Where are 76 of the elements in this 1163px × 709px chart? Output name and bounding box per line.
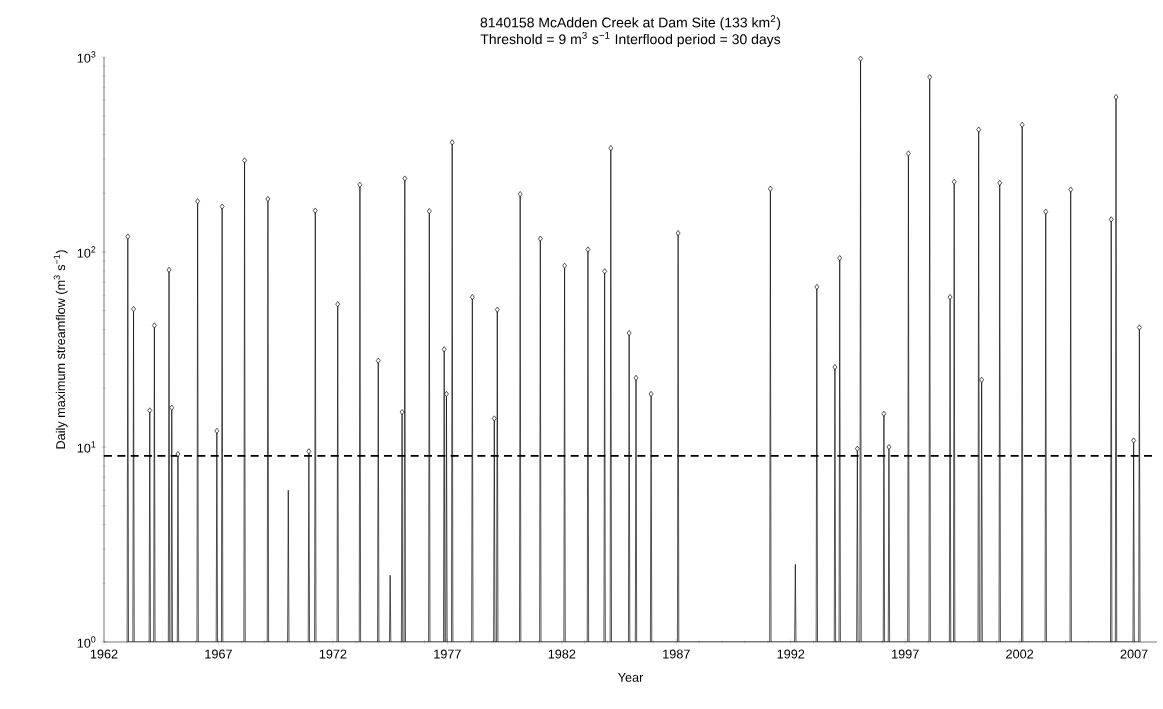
- point: [976, 126, 982, 133]
- point: [147, 407, 153, 414]
- point: [997, 179, 1003, 186]
- point: [562, 262, 567, 269]
- x-axis-title: Year: [617, 672, 644, 682]
- point: [1137, 324, 1142, 331]
- point: [214, 427, 220, 434]
- point: [648, 390, 654, 397]
- chart-title: 8140158 McAdden Creek at Dam Site (133 km$^{2}$): [480, 15, 781, 31]
- point: [626, 330, 632, 337]
- point: [491, 415, 497, 422]
- x-tick-label: 2007: [1120, 649, 1148, 659]
- point: [166, 266, 172, 273]
- x-tick-label: 1992: [777, 649, 805, 659]
- y-tick-label: 10$^{2}$: [77, 246, 96, 258]
- y-axis-title: Daily maximum streamflow (m$^{3}$ s$^{−1}$): [53, 250, 68, 449]
- point: [1019, 121, 1025, 128]
- x-tick-label: 1987: [663, 649, 690, 659]
- point: [832, 364, 838, 371]
- point: [152, 322, 157, 329]
- point: [927, 74, 933, 81]
- point: [675, 230, 681, 237]
- y-tick-label: 10$^{1}$: [77, 441, 96, 453]
- point: [175, 451, 181, 458]
- point: [131, 306, 136, 313]
- point: [517, 191, 523, 198]
- x-tick-label: 1982: [548, 649, 576, 659]
- point: [444, 390, 449, 397]
- point: [1131, 437, 1136, 444]
- y-tick-label: 10$^{3}$: [77, 51, 96, 63]
- chart-subtitle: Threshold = 9 m$^{3}$ s$^{−1}$ Interflood period = 30 days: [480, 31, 781, 47]
- point: [837, 255, 843, 262]
- point: [219, 203, 225, 210]
- point: [169, 404, 175, 411]
- point: [537, 235, 543, 242]
- point: [979, 376, 984, 383]
- point: [633, 374, 639, 381]
- point: [357, 181, 363, 188]
- point: [906, 150, 911, 157]
- point: [814, 283, 820, 290]
- point: [881, 410, 887, 417]
- point: [585, 246, 591, 253]
- point: [1043, 208, 1049, 215]
- point: [426, 208, 432, 215]
- x-tick-label: 2002: [1006, 649, 1034, 659]
- point: [242, 157, 247, 164]
- point: [886, 443, 892, 450]
- point: [855, 445, 860, 452]
- point: [602, 268, 607, 275]
- point: [441, 346, 447, 353]
- point: [951, 178, 957, 185]
- point: [947, 294, 953, 301]
- point: [608, 145, 614, 152]
- point: [1108, 216, 1114, 223]
- point: [399, 409, 405, 416]
- x-tick-label: 1967: [205, 649, 232, 659]
- point: [195, 198, 200, 205]
- point: [265, 195, 271, 202]
- x-tick-label: 1977: [434, 649, 461, 659]
- x-tick-label: 1997: [892, 649, 919, 659]
- point: [469, 294, 475, 301]
- x-tick-label: 1962: [90, 649, 118, 659]
- point: [1113, 94, 1119, 101]
- point: [125, 233, 131, 240]
- point: [858, 55, 863, 62]
- x-tick-label: 1972: [319, 649, 347, 659]
- point: [306, 448, 312, 455]
- point: [335, 301, 341, 308]
- point: [768, 185, 773, 192]
- y-tick-label: 10$^{0}$: [77, 636, 96, 648]
- point: [312, 207, 318, 214]
- point: [402, 175, 408, 182]
- point: [375, 357, 381, 364]
- point: [494, 306, 500, 313]
- point: [1068, 186, 1074, 193]
- point: [449, 139, 455, 146]
